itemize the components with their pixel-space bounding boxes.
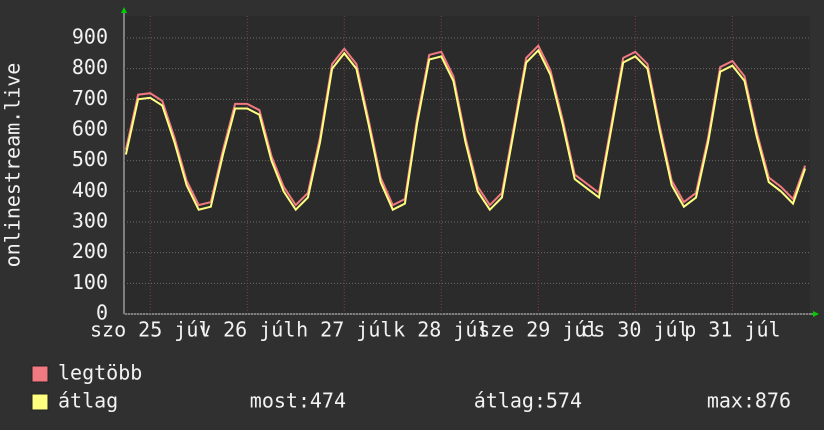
series-line	[124, 48, 807, 212]
plot-area	[124, 16, 810, 314]
legend-swatch	[31, 365, 49, 383]
x-tick-label: szo 25 júl	[90, 318, 210, 342]
y-tick-label: 300	[72, 209, 108, 233]
axis-arrow	[121, 7, 127, 13]
y-tick-label: 700	[72, 86, 108, 110]
y-axis-label: onlinestream.live	[1, 63, 25, 268]
y-tick-label: 400	[72, 178, 108, 202]
x-tick-label: p 31 júl	[684, 318, 780, 342]
y-tick-label: 600	[72, 117, 108, 141]
axis-arrow	[813, 311, 819, 317]
stat-value: 876	[755, 389, 791, 413]
x-tick-label: v 26 júl	[199, 318, 295, 342]
legend-label: legtöbb	[58, 361, 142, 385]
stat-value: 474	[310, 389, 346, 413]
y-tick-label: 200	[72, 239, 108, 263]
x-tick-label: h 27 júl	[296, 318, 392, 342]
x-tick-label: cs 30 júl	[581, 318, 689, 342]
y-tick-label: 900	[72, 25, 108, 49]
stat-label: max:	[707, 389, 755, 413]
y-tick-label: 800	[72, 55, 108, 79]
stat-label: most:	[250, 389, 310, 413]
legend-label: átlag	[58, 389, 118, 413]
x-tick-label: k 28 júl	[393, 318, 489, 342]
stat-label: átlag:	[474, 389, 546, 413]
stat-value: 574	[546, 389, 582, 413]
y-tick-label: 100	[72, 270, 108, 294]
legend-swatch	[31, 393, 49, 411]
y-tick-label: 500	[72, 147, 108, 171]
y-tick-label: 0	[96, 301, 108, 325]
x-tick-label: sze 29 júl	[478, 318, 598, 342]
